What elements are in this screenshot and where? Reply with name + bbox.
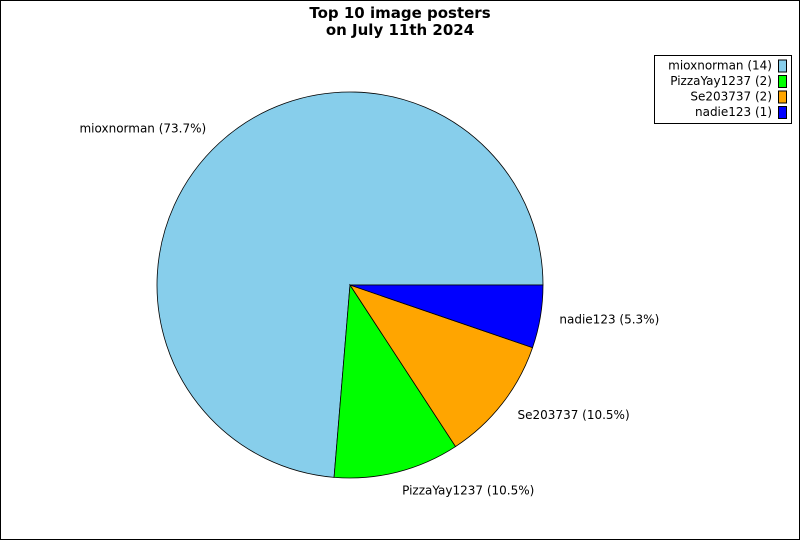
slice-label: mioxnorman (73.7%) (79, 121, 206, 135)
legend-label: mioxnorman (14) (668, 59, 772, 73)
slice-label: PizzaYay1237 (10.5%) (402, 483, 534, 497)
legend-label: PizzaYay1237 (2) (670, 74, 772, 88)
pie-slice (333, 283, 457, 479)
slice-label: nadie123 (5.3%) (559, 312, 659, 326)
chart-title: Top 10 image posters on July 11th 2024 (309, 4, 490, 39)
pie-slice (349, 284, 534, 448)
legend-label: nadie123 (1) (695, 105, 772, 119)
legend-box (654, 55, 792, 124)
pie-slice (349, 284, 544, 349)
legend-swatch (778, 59, 787, 73)
slice-label: Se203737 (10.5%) (518, 408, 630, 422)
legend-swatch (778, 106, 787, 119)
legend-label: Se203737 (2) (690, 90, 772, 104)
legend-swatch (778, 75, 787, 88)
legend-swatch (778, 90, 787, 104)
